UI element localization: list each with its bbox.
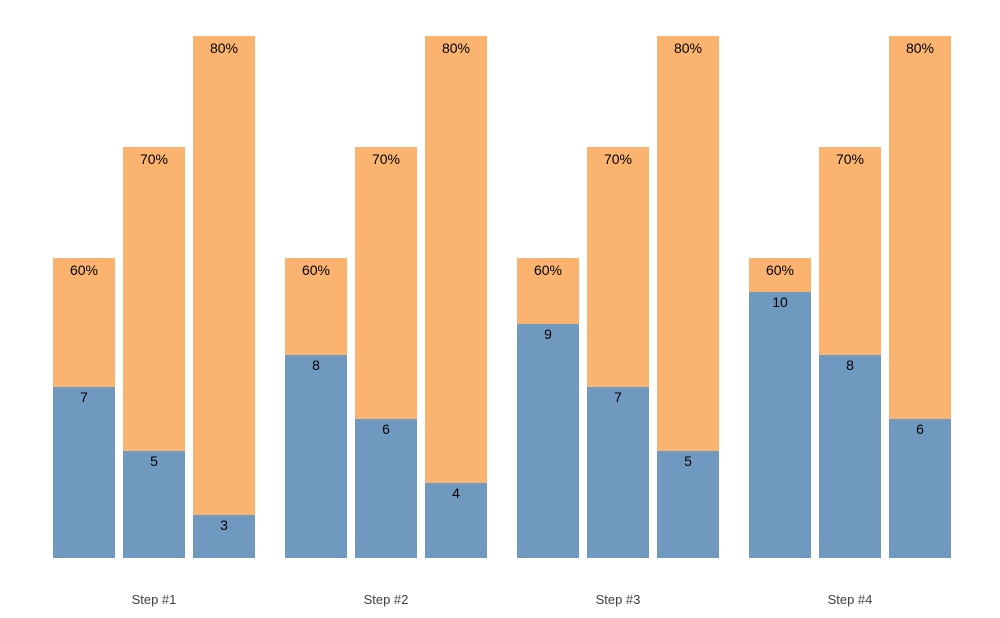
bar-count-label: 3 bbox=[220, 517, 228, 533]
funnel-bar: 80% 5 bbox=[657, 36, 719, 558]
bar-percent-label: 80% bbox=[673, 40, 703, 56]
bar-percent-label: 70% bbox=[603, 151, 633, 167]
funnel-bar: 80% 4 bbox=[425, 36, 487, 558]
bar-count-segment: 5 bbox=[657, 451, 719, 558]
bar-percent-label: 80% bbox=[441, 40, 471, 56]
funnel-bar: 70% 6 bbox=[355, 147, 417, 558]
bar-count-segment: 9 bbox=[517, 324, 579, 558]
bar-count-label: 8 bbox=[312, 357, 320, 373]
bar-count-label: 6 bbox=[382, 421, 390, 437]
bar-count-label: 7 bbox=[614, 389, 622, 405]
funnel-bar: 60% 7 bbox=[53, 258, 115, 558]
bar-count-segment: 10 bbox=[749, 292, 811, 558]
bar-count-label: 8 bbox=[846, 357, 854, 373]
bar-percent-label: 70% bbox=[371, 151, 401, 167]
x-axis-tick-label: Step #1 bbox=[131, 592, 177, 607]
bar-percent-label: 60% bbox=[301, 262, 331, 278]
funnel-bar: 60% 9 bbox=[517, 258, 579, 558]
bar-count-segment: 8 bbox=[819, 355, 881, 558]
bar-count-label: 6 bbox=[916, 421, 924, 437]
funnel-bar: 60% 8 bbox=[285, 258, 347, 558]
bar-count-label: 5 bbox=[150, 453, 158, 469]
funnel-bar: 60% 10 bbox=[749, 258, 811, 558]
bar-count-segment: 7 bbox=[53, 387, 115, 558]
bar-percent-label: 80% bbox=[209, 40, 239, 56]
bar-count-label: 4 bbox=[452, 485, 460, 501]
bar-count-segment: 7 bbox=[587, 387, 649, 558]
funnel-bar: 70% 5 bbox=[123, 147, 185, 558]
bar-percent-label: 60% bbox=[69, 262, 99, 278]
funnel-bar: 70% 7 bbox=[587, 147, 649, 558]
bar-count-label: 5 bbox=[684, 453, 692, 469]
funnel-bar: 80% 3 bbox=[193, 36, 255, 558]
bar-count-segment: 6 bbox=[355, 419, 417, 558]
bar-count-segment: 5 bbox=[123, 451, 185, 558]
bar-count-label: 10 bbox=[772, 294, 788, 310]
bar-count-segment: 8 bbox=[285, 355, 347, 558]
x-axis-tick-label: Step #3 bbox=[595, 592, 641, 607]
bar-count-segment: 4 bbox=[425, 483, 487, 558]
x-axis-tick-label: Step #4 bbox=[827, 592, 873, 607]
bar-percent-label: 60% bbox=[765, 262, 795, 278]
bar-count-label: 9 bbox=[544, 326, 552, 342]
bar-count-label: 7 bbox=[80, 389, 88, 405]
funnel-bar: 70% 8 bbox=[819, 147, 881, 558]
bar-percent-label: 70% bbox=[139, 151, 169, 167]
bar-count-segment: 3 bbox=[193, 515, 255, 558]
bar-percent-label: 80% bbox=[905, 40, 935, 56]
funnel-bar: 80% 6 bbox=[889, 36, 951, 558]
bar-percent-label: 60% bbox=[533, 262, 563, 278]
x-axis-tick-label: Step #2 bbox=[363, 592, 409, 607]
bar-count-segment: 6 bbox=[889, 419, 951, 558]
bar-percent-label: 70% bbox=[835, 151, 865, 167]
